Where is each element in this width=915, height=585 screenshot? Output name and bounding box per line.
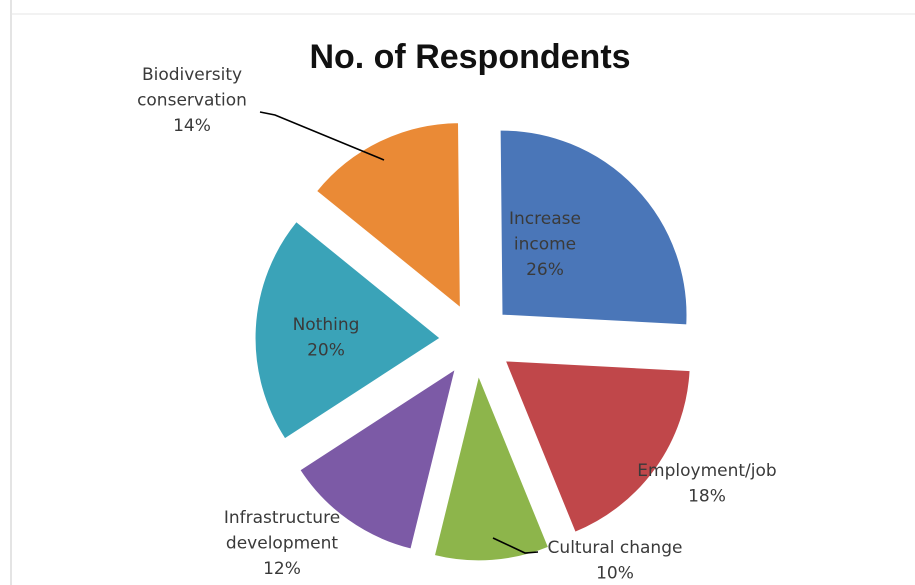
pie-slices xyxy=(254,122,691,562)
slice-label-cultural-change: Cultural change 10% xyxy=(548,538,683,584)
leader-line-cultural-change xyxy=(492,537,539,554)
pie-slice-cultural-change xyxy=(433,374,550,562)
leader-lines xyxy=(259,111,539,554)
pie-slice-nothing xyxy=(254,220,441,440)
slice-label-infrastructure-development: Infrastructure development 12% xyxy=(224,508,340,579)
leader-line-biodiversity-conservation xyxy=(259,111,385,161)
slice-label-biodiversity-conservation: Biodiversity conservation 14% xyxy=(137,65,247,136)
slice-label-employment-job: Employment/job 18% xyxy=(637,461,776,507)
slice-label-increase-income: Increase income 26% xyxy=(509,209,581,280)
pie-slice-employment-job xyxy=(504,360,691,533)
slice-labels: Increase income 26% Employment/job 18% Cultur… xyxy=(137,65,777,584)
chart-title: No. of Respondents xyxy=(309,38,630,76)
pie-slice-infrastructure-development xyxy=(299,368,456,550)
slice-label-nothing: Nothing 20% xyxy=(293,315,360,361)
pie-slice-biodiversity-conservation xyxy=(315,122,461,309)
pie-slice-increase-income xyxy=(499,129,688,326)
